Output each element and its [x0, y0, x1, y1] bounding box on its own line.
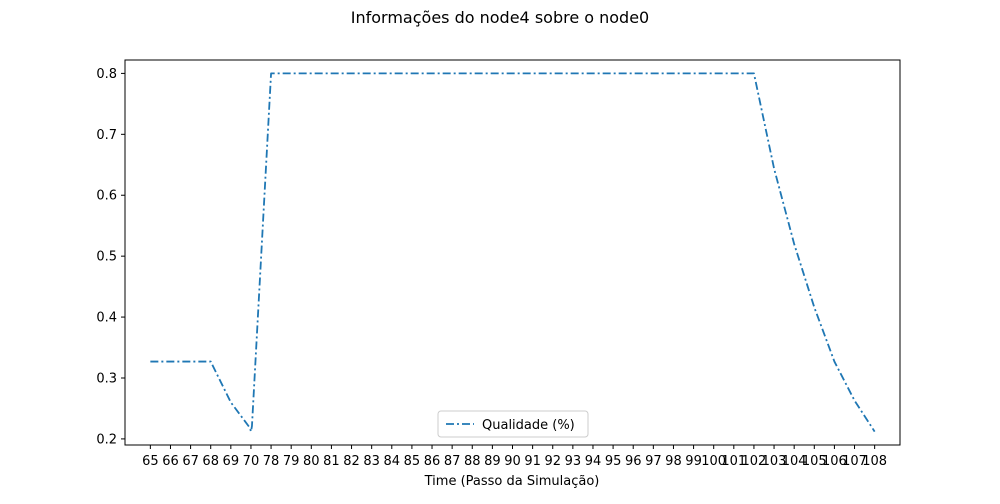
x-tick-label: 107 — [842, 454, 867, 469]
legend-label: Qualidade (%) — [482, 418, 575, 433]
legend: Qualidade (%) — [437, 410, 589, 438]
x-tick-label: 67 — [182, 454, 199, 469]
x-tick-label: 108 — [862, 454, 887, 469]
x-tick-label: 66 — [162, 454, 179, 469]
x-tick-label: 80 — [303, 454, 320, 469]
x-tick-label: 86 — [424, 454, 441, 469]
y-tick-label: 0.7 — [96, 128, 117, 143]
y-tick-label: 0.5 — [96, 250, 117, 265]
x-tick-label: 102 — [742, 454, 767, 469]
x-tick-label: 79 — [283, 454, 300, 469]
y-tick-label: 0.4 — [96, 311, 117, 326]
y-tick-label: 0.3 — [96, 371, 117, 386]
x-tick-label: 78 — [263, 454, 280, 469]
x-tick-label: 99 — [685, 454, 702, 469]
y-tick-label: 0.8 — [96, 67, 117, 82]
x-tick-label: 96 — [625, 454, 642, 469]
x-tick-label: 91 — [524, 454, 541, 469]
x-tick-label: 68 — [202, 454, 219, 469]
x-tick-label: 95 — [605, 454, 622, 469]
x-tick-label: 101 — [721, 454, 746, 469]
x-tick-label: 85 — [404, 454, 421, 469]
x-tick-label: 90 — [504, 454, 521, 469]
legend-box — [437, 410, 589, 438]
x-tick-label: 104 — [782, 454, 807, 469]
series-line — [150, 72, 876, 433]
chart-title: Informações do node4 sobre o node0 — [351, 8, 649, 27]
x-tick-label: 70 — [243, 454, 260, 469]
x-tick-label: 65 — [142, 454, 159, 469]
series-layer — [150, 72, 876, 433]
x-tick-label: 105 — [802, 454, 827, 469]
x-tick-label: 97 — [645, 454, 662, 469]
x-axis: 65 66 67 68 69 70 78 79 80 81 82 83 84 85 86 87 88 89 90 91… — [142, 445, 887, 469]
y-tick-label: 0.6 — [96, 189, 117, 204]
x-tick-label: 100 — [701, 454, 726, 469]
y-tick-label: 0.2 — [96, 432, 117, 447]
x-tick-label: 94 — [585, 454, 602, 469]
x-tick-label: 84 — [384, 454, 401, 469]
x-tick-label: 87 — [444, 454, 461, 469]
x-tick-label: 81 — [323, 454, 340, 469]
x-tick-label: 82 — [343, 454, 360, 469]
x-tick-label: 89 — [484, 454, 501, 469]
x-tick-label: 92 — [544, 454, 561, 469]
x-tick-label: 98 — [665, 454, 682, 469]
x-tick-label: 83 — [363, 454, 380, 469]
y-axis: 0.2 0.3 0.4 0.5 0.6 0.7 0.8 — [96, 67, 125, 447]
x-tick-label: 103 — [762, 454, 787, 469]
plot-area — [124, 59, 901, 446]
x-axis-label: Time (Passo da Simulação) — [424, 474, 600, 489]
x-tick-label: 88 — [464, 454, 481, 469]
x-tick-label: 69 — [223, 454, 240, 469]
x-tick-label: 106 — [822, 454, 847, 469]
x-tick-label: 93 — [565, 454, 582, 469]
